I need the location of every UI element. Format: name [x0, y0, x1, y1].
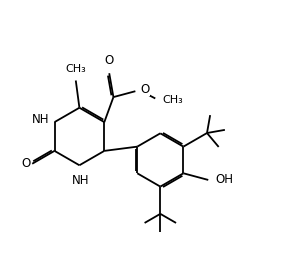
- Text: O: O: [141, 83, 150, 96]
- Text: O: O: [105, 54, 114, 67]
- Text: CH₃: CH₃: [65, 64, 86, 74]
- Text: OH: OH: [216, 173, 234, 186]
- Text: NH: NH: [72, 174, 90, 187]
- Text: O: O: [21, 157, 30, 170]
- Text: CH₃: CH₃: [162, 95, 183, 105]
- Text: NH: NH: [32, 112, 49, 126]
